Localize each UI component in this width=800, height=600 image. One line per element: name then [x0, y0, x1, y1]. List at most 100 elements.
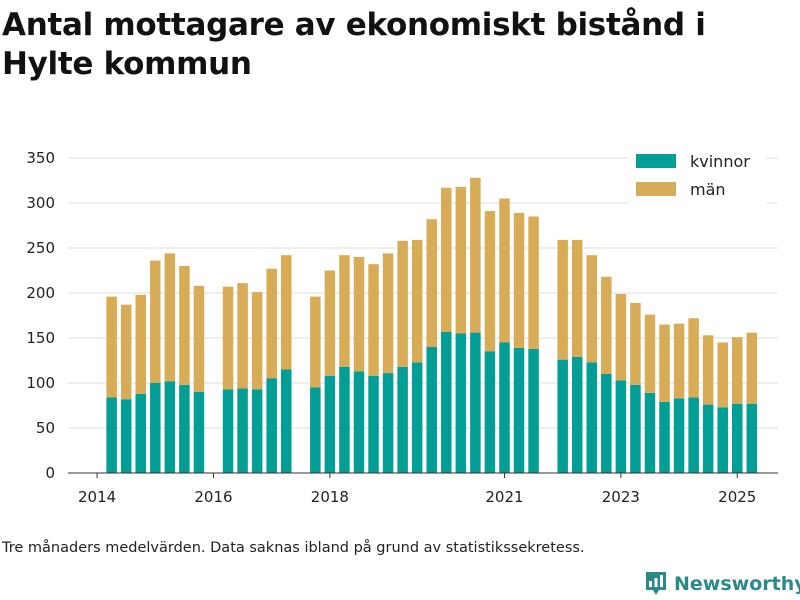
bar-kvinnor [528, 348, 539, 473]
bar-kvinnor [368, 375, 379, 473]
bar-män [615, 293, 627, 381]
bar-män [717, 342, 728, 408]
bar-män [484, 211, 496, 352]
bar-kvinnor [601, 374, 612, 473]
legend-label-kvinnor: kvinnor [690, 152, 750, 171]
bar-kvinnor [615, 380, 627, 473]
brand-logo[interactable]: Newsworthy [644, 568, 800, 600]
bar-kvinnor [746, 403, 758, 473]
bar-kvinnor [411, 362, 423, 473]
legend-swatch-män [636, 182, 676, 196]
bar-kvinnor [237, 388, 248, 473]
bar-män [426, 219, 437, 347]
bar-kvinnor [470, 332, 481, 473]
bar-män [513, 212, 525, 348]
bar-män [557, 239, 568, 360]
bar-kvinnor [222, 389, 234, 473]
bar-kvinnor [688, 397, 699, 473]
caption: Tre månaders medelvärden. Data saknas ib… [2, 540, 585, 556]
bar-kvinnor [630, 384, 641, 473]
bar-män [688, 318, 699, 398]
bar-kvinnor [571, 356, 583, 473]
x-tick-label: 2023 [602, 488, 640, 506]
bar-kvinnor [251, 389, 263, 473]
bar-kvinnor [382, 373, 394, 473]
bar-män [411, 239, 423, 363]
bar-män [571, 239, 583, 357]
bar-män [630, 302, 641, 385]
bar-kvinnor [426, 347, 437, 473]
bar-män [601, 276, 612, 374]
bar-män [339, 255, 350, 367]
bar-män [746, 332, 758, 404]
bar-män [455, 186, 467, 334]
bar-män [368, 264, 379, 376]
bar-män [266, 268, 277, 379]
bar-kvinnor [193, 392, 205, 473]
bar-män [179, 266, 190, 385]
x-tick-label: 2014 [78, 488, 116, 506]
bar-män [441, 187, 452, 332]
bar-män [164, 253, 176, 382]
axes: 0 50 100 150 200 250 300 350 2014 2016 2018 2021 202… [26, 149, 778, 506]
bar-män [324, 270, 336, 376]
bar-kvinnor [164, 381, 176, 473]
bar-män [251, 292, 263, 390]
x-tick-label: 2021 [485, 488, 523, 506]
bar-kvinnor [717, 407, 728, 473]
bar-män [528, 216, 539, 349]
bar-män [237, 283, 248, 389]
bar-kvinnor [441, 331, 452, 473]
y-tick-label: 150 [26, 329, 55, 347]
bar-män [397, 240, 408, 367]
bar-kvinnor [397, 366, 408, 473]
bar-kvinnor [150, 383, 161, 473]
bar-kvinnor [310, 387, 321, 473]
bar-kvinnor [659, 401, 670, 473]
newsworthy-icon [646, 572, 666, 595]
y-tick-label: 350 [26, 149, 55, 167]
x-tick-label: 2016 [194, 488, 232, 506]
bar-män [150, 260, 161, 383]
bar-män [702, 335, 714, 405]
y-tick-label: 200 [26, 284, 55, 302]
bar-män [382, 253, 394, 374]
bar-män [673, 323, 685, 399]
legend-label-män: män [690, 180, 726, 199]
bar-kvinnor [513, 347, 525, 473]
bar-kvinnor [484, 351, 496, 473]
brand-name: Newsworthy [674, 573, 800, 595]
bar-kvinnor [179, 384, 190, 473]
bar-kvinnor [732, 403, 743, 473]
y-tick-label: 0 [45, 464, 55, 482]
bars [106, 177, 758, 473]
bar-kvinnor [324, 375, 336, 473]
bar-kvinnor [339, 366, 350, 473]
x-tick-label: 2025 [718, 488, 756, 506]
chart-title: Antal mottagare av ekonomiskt bistånd i … [2, 7, 706, 82]
bar-kvinnor [499, 342, 510, 473]
bar-män [586, 255, 598, 363]
bar-kvinnor [673, 398, 685, 473]
bar-kvinnor [557, 359, 568, 473]
bar-män [135, 294, 146, 394]
bar-män [470, 177, 481, 333]
bar-kvinnor [135, 393, 146, 473]
y-tick-label: 100 [26, 374, 55, 392]
bar-kvinnor [280, 369, 292, 473]
bar-män [310, 296, 321, 388]
bar-kvinnor [702, 404, 714, 473]
y-tick-label: 50 [36, 419, 55, 437]
legend: kvinnor män [628, 146, 766, 206]
legend-swatch-kvinnor [636, 154, 676, 168]
bar-kvinnor [644, 392, 656, 473]
bar-kvinnor [455, 333, 467, 473]
bar-män [106, 296, 117, 398]
bar-män [193, 285, 205, 392]
bar-män [120, 304, 132, 400]
y-tick-label: 250 [26, 239, 55, 257]
bar-kvinnor [266, 378, 277, 473]
y-tick-label: 300 [26, 194, 55, 212]
bar-män [732, 337, 743, 404]
